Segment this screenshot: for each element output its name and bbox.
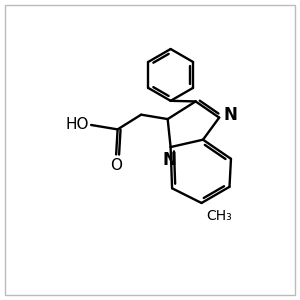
Text: CH₃: CH₃: [206, 209, 232, 224]
Text: N: N: [162, 151, 176, 169]
Text: HO: HO: [65, 118, 89, 133]
Text: N: N: [223, 106, 237, 124]
Text: O: O: [110, 158, 122, 173]
